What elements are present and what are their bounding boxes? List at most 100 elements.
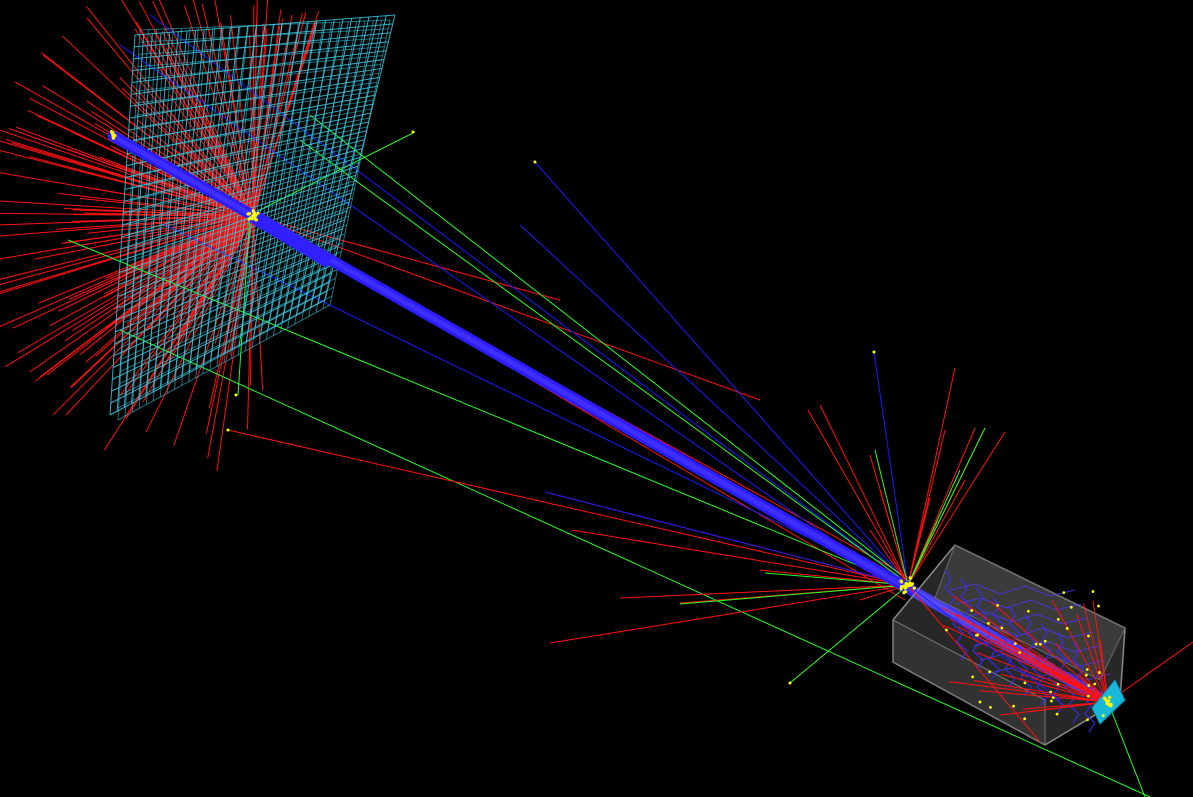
detector-wire [139,28,389,43]
negative-track [1083,603,1109,703]
step-point [912,586,916,590]
detector-wire [120,268,338,372]
step-point [1051,696,1055,700]
negative-track [879,489,909,586]
detector-wire [117,210,348,297]
negative-track [973,680,1109,703]
positive-track [534,161,906,581]
step-point [1034,642,1038,646]
step-point [111,136,116,140]
negative-track [942,624,1109,703]
step-point [1056,682,1060,686]
step-point [1050,699,1053,703]
detector-wire [138,37,387,55]
positive-track [907,584,1061,701]
step-point [1101,714,1105,717]
detector-wire [129,153,362,214]
neutral-track [874,449,909,586]
negative-track [950,618,1109,703]
neutral-track [299,139,911,586]
negative-track [79,197,254,217]
neutral-track [67,239,911,588]
detector-wire [126,188,355,263]
negative-track [1000,701,1109,716]
detector-wire [121,260,340,360]
step-point [1056,618,1060,621]
neutral-track [907,469,961,586]
detector-wire [120,183,354,262]
step-point [1108,695,1112,699]
negative-track [1020,673,1109,703]
neutral-track [1107,701,1146,797]
negative-track [1022,701,1109,710]
detector-wire [119,286,334,397]
negative-track [0,172,254,217]
step-point [533,160,537,164]
step-point [1086,718,1089,722]
detector-wire [130,67,382,107]
negative-track [252,12,307,217]
detector-wire [132,117,370,165]
positive-track [119,44,906,591]
calorimeter-cell [960,578,984,670]
negative-track [0,215,254,237]
step-point [1062,591,1066,595]
step-point [1091,590,1095,593]
step-point [1103,696,1107,700]
step-point [970,609,974,612]
step-point [872,350,876,354]
step-point [1069,605,1073,609]
negative-track [976,652,1109,703]
negative-track [207,215,254,459]
detector-wire [133,108,372,153]
step-point [411,130,415,134]
step-point [1043,639,1047,643]
negative-track [571,529,909,586]
step-point [1107,699,1111,703]
detector-wire [128,162,361,226]
negative-track [64,215,254,342]
detector-wire [129,76,380,119]
step-point [1023,681,1027,685]
negative-track [869,529,909,586]
particle-tracks-front [907,584,1193,797]
detector-wire [121,165,358,238]
step-point [899,579,903,583]
negative-track [0,215,254,280]
detector-wire [125,206,351,287]
negative-track [1055,643,1109,703]
negative-track [158,0,254,217]
neutral-track [764,572,909,586]
step-point [788,681,792,685]
step-point [1038,642,1042,646]
step-point [1013,642,1017,646]
step-point [908,576,912,580]
neutral-track [119,329,1151,797]
step-point [1097,604,1100,608]
detector-wire [137,55,383,80]
negative-track [41,52,254,217]
detector-wire [121,251,342,348]
step-point [1023,717,1027,721]
negative-track [819,404,909,586]
negative-track [86,17,254,217]
detector-wire [135,81,377,116]
step-point [1012,704,1015,708]
step-point [234,393,238,397]
step-point [978,700,982,704]
negative-track [807,409,909,586]
negative-track [170,112,254,217]
negative-track [907,427,976,586]
detector-wire [119,277,336,384]
negative-track [1107,641,1193,703]
positive-track [544,491,909,586]
negative-track [0,215,254,260]
negative-track [63,207,254,217]
negative-track [205,215,254,434]
step-point [899,587,903,591]
positive-track [873,351,909,586]
detector-wire [124,130,367,190]
negative-track [907,367,956,586]
detector-wire [126,197,353,275]
